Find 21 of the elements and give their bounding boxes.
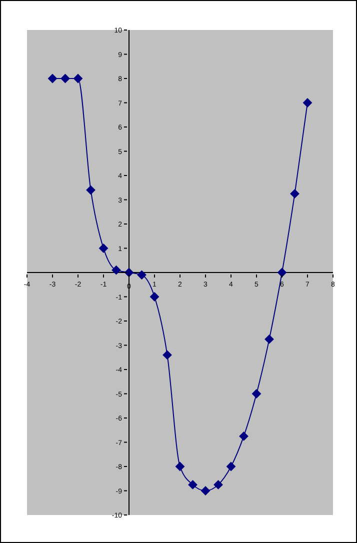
point: [290, 189, 300, 198]
point: [239, 432, 248, 441]
point: [60, 74, 70, 83]
point: [48, 74, 57, 83]
point: [278, 268, 286, 277]
point: [99, 244, 108, 253]
point: [252, 389, 261, 398]
point: [86, 186, 96, 195]
point: [74, 74, 82, 83]
point: [162, 350, 172, 360]
point: [150, 292, 159, 302]
point: [176, 462, 184, 471]
point: [201, 486, 210, 496]
point: [188, 480, 198, 490]
point: [124, 268, 134, 277]
point: [264, 334, 274, 344]
point: [112, 266, 121, 275]
point: [226, 462, 236, 471]
point: [303, 98, 312, 108]
point: [214, 480, 223, 490]
point: [137, 270, 146, 280]
